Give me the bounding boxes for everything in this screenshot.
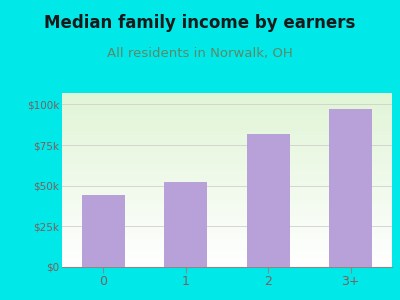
Text: All residents in Norwalk, OH: All residents in Norwalk, OH [107,46,293,59]
Text: Median family income by earners: Median family income by earners [44,14,356,32]
Bar [329,109,372,267]
Bar [247,134,290,267]
Bar [164,182,207,267]
Bar [82,195,125,267]
